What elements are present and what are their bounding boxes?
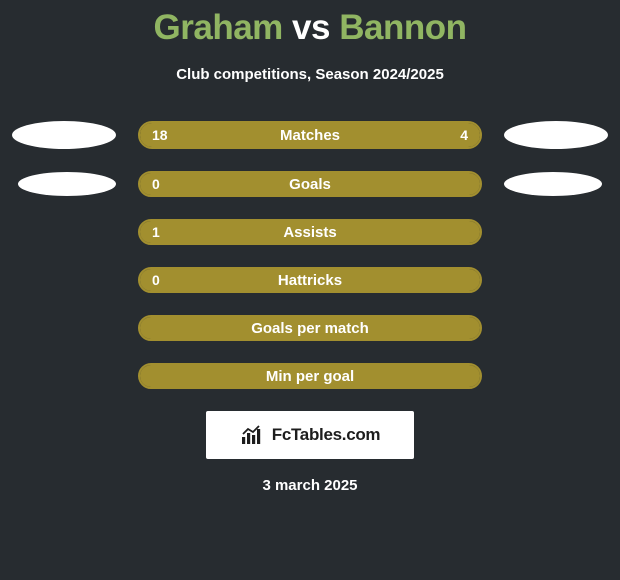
player1-badge <box>12 121 116 149</box>
snapshot-date: 3 march 2025 <box>0 477 620 494</box>
brand-chart-icon <box>240 424 266 446</box>
player1-badge <box>18 172 116 196</box>
stat-bar: 0Goals <box>138 171 482 197</box>
stat-row: 184Matches <box>0 121 620 149</box>
stat-bar: 1Assists <box>138 219 482 245</box>
stat-label: Hattricks <box>140 269 480 291</box>
stats-container: 184Matches 0Goals 1Assists 0Hattricks Goals … <box>0 121 620 389</box>
brand-badge: FcTables.com <box>206 411 414 459</box>
player2-name: Bannon <box>339 8 466 47</box>
stat-label: Matches <box>140 123 480 147</box>
stat-label: Goals <box>140 173 480 195</box>
comparison-title: Graham vs Bannon <box>0 0 620 48</box>
brand-text: FcTables.com <box>272 425 381 445</box>
stat-label: Assists <box>140 221 480 243</box>
stat-row: 1Assists <box>0 219 620 245</box>
stat-bar: 184Matches <box>138 121 482 149</box>
stat-row: 0Goals <box>0 171 620 197</box>
vs-separator: vs <box>292 8 330 47</box>
stat-row: 0Hattricks <box>0 267 620 293</box>
player2-badge <box>504 121 608 149</box>
stat-label: Min per goal <box>140 365 480 387</box>
competition-subtitle: Club competitions, Season 2024/2025 <box>0 66 620 83</box>
stat-row: Min per goal <box>0 363 620 389</box>
player2-badge <box>504 172 602 196</box>
stat-bar: Min per goal <box>138 363 482 389</box>
player1-name: Graham <box>154 8 283 47</box>
stat-label: Goals per match <box>140 317 480 339</box>
stat-bar: 0Hattricks <box>138 267 482 293</box>
stat-row: Goals per match <box>0 315 620 341</box>
stat-bar: Goals per match <box>138 315 482 341</box>
